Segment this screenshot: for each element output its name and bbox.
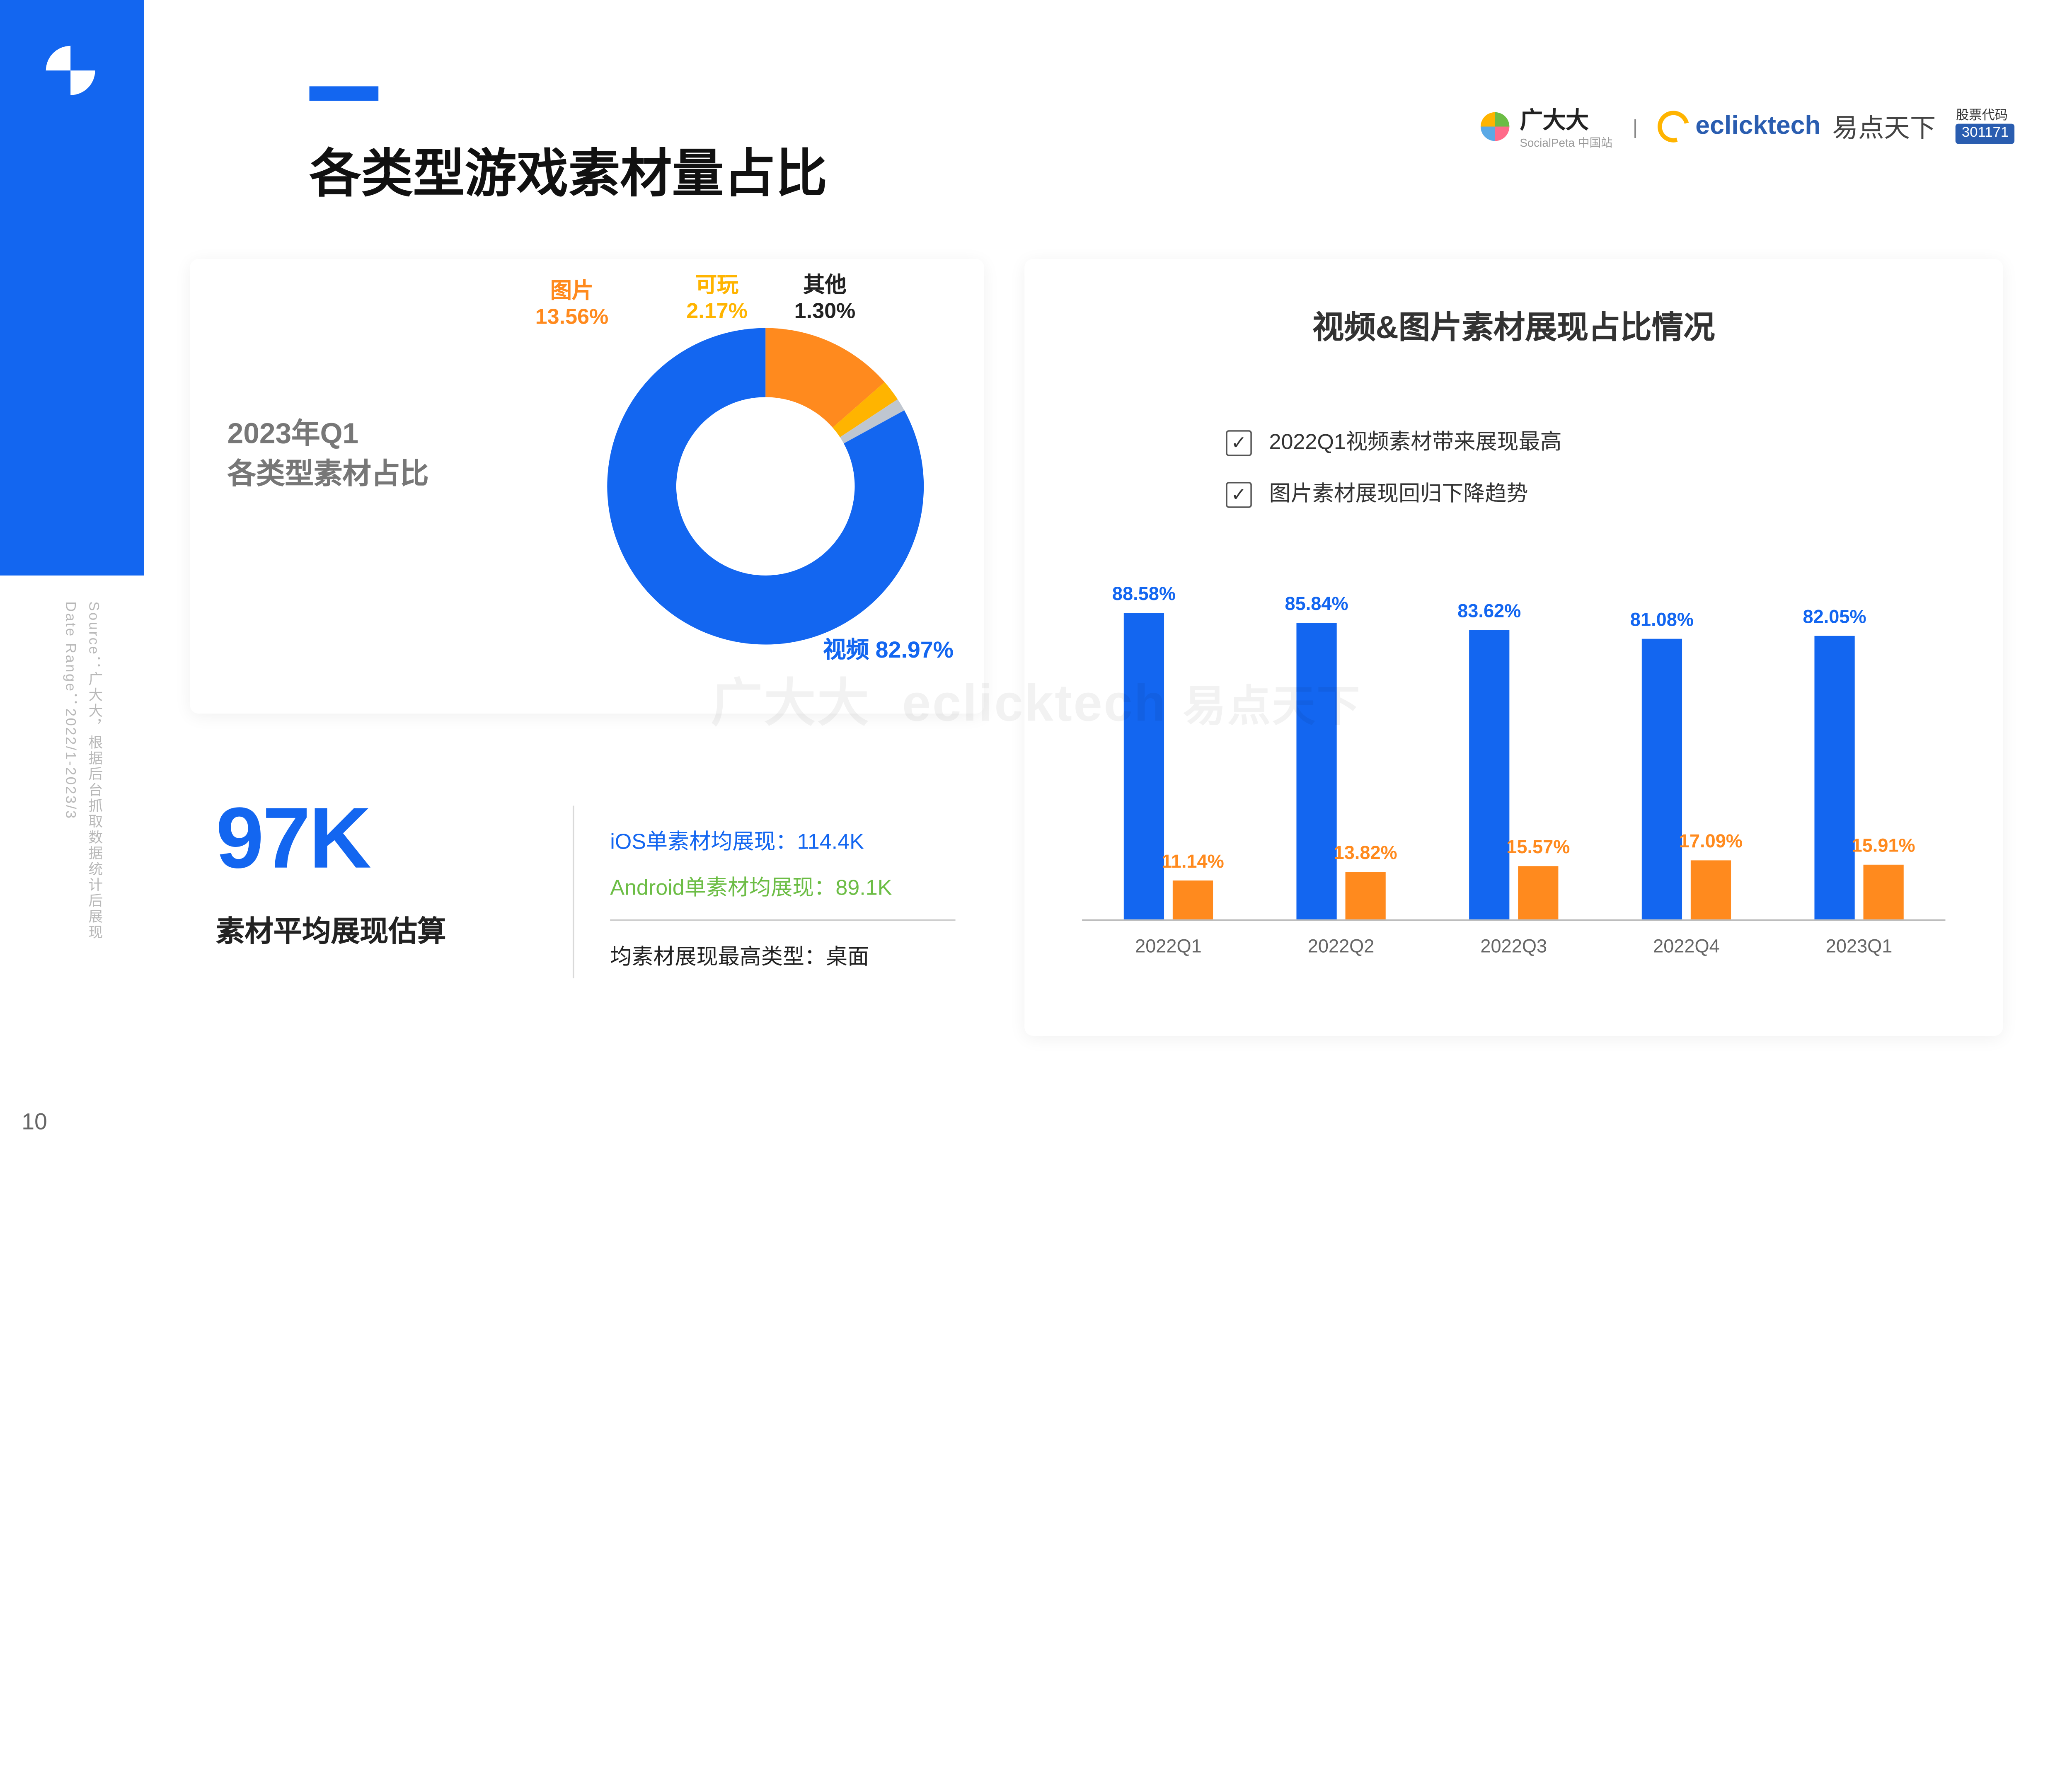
donut-card: 2023年Q1 各类型素材占比 图片13.56% 可玩2.17% 其他1.30%… (190, 259, 984, 714)
bar-group: 88.58%11.14% (1104, 614, 1233, 919)
bar-group: 83.62%15.57% (1449, 631, 1579, 919)
bar-group: 82.05%15.91% (1794, 636, 1924, 919)
bar-title: 视频&图片素材展现占比情况 (1024, 302, 2003, 348)
bullet-row: ✓ 图片素材展现回归下降趋势 (1226, 469, 1561, 521)
source-footnote: Source：广大大，根据后台抓取数据统计后展现 Date Range：2022… (58, 601, 104, 940)
bar-image: 15.91% (1864, 864, 1904, 919)
eclick-c-icon (1652, 104, 1695, 148)
stat-android: Android单素材均展现：89.1K (610, 866, 955, 911)
bar-video: 83.62% (1469, 631, 1509, 919)
page-title: 各类型游戏素材量占比 (310, 132, 828, 207)
brand-eclick-logo: eclicktech 易点天下 (1658, 107, 1936, 145)
bar-card: 视频&图片素材展现占比情况 ✓ 2022Q1视频素材带来展现最高 ✓ 图片素材展… (1024, 259, 2003, 1036)
gdd-icon (1479, 110, 1511, 142)
bar-video: 85.84% (1296, 623, 1336, 919)
stat-lines: iOS单素材均展现：114.4K Android单素材均展现：89.1K 均素材… (610, 820, 955, 980)
check-icon: ✓ (1226, 482, 1252, 508)
bar-video: 88.58% (1124, 614, 1164, 919)
donut-subtitle: 2023年Q1 各类型素材占比 (228, 414, 429, 495)
bar-video: 81.08% (1642, 639, 1682, 919)
bar-image: 13.82% (1346, 872, 1386, 919)
bar-video: 82.05% (1814, 636, 1854, 919)
page-number: 10 (22, 1111, 47, 1137)
bar-group: 81.08%17.09% (1622, 639, 1751, 919)
bar-chart: 88.58%11.14% 85.84%13.82% 83.62%15.57% 81.0… (1082, 576, 1945, 978)
stat-caption: 素材平均展现估算 (216, 908, 446, 950)
bar-image: 17.09% (1691, 860, 1731, 919)
donut-chart (593, 285, 967, 702)
bullet-row: ✓ 2022Q1视频素材带来展现最高 (1226, 417, 1561, 469)
bar-xaxis-label: 2022Q3 (1449, 935, 1579, 957)
bar-xaxis-label: 2022Q2 (1276, 935, 1406, 957)
bar-xaxis-label: 2022Q1 (1104, 935, 1233, 957)
stat-divider (573, 806, 574, 978)
bar-xaxis-label: 2023Q1 (1794, 935, 1924, 957)
stat-ios: iOS单素材均展现：114.4K (610, 820, 955, 865)
title-accent-bar (310, 86, 379, 101)
bar-group: 85.84%13.82% (1276, 623, 1406, 919)
stock-code: 股票代码 301171 (1956, 108, 2014, 144)
brand-row: 广大大 SocialPeta 中国站 | eclicktech 易点天下 股票代… (1479, 101, 2014, 151)
check-icon: ✓ (1226, 430, 1252, 456)
bar-image: 15.57% (1518, 866, 1558, 919)
brand-gdd-logo: 广大大 SocialPeta 中国站 (1479, 101, 1612, 151)
bar-bullets: ✓ 2022Q1视频素材带来展现最高 ✓ 图片素材展现回归下降趋势 (1226, 417, 1561, 521)
brand-logo-icon (43, 43, 98, 98)
bar-xaxis-label: 2022Q4 (1622, 935, 1751, 957)
stat-top-type: 均素材展现最高类型：桌面 (610, 919, 955, 981)
bar-image: 11.14% (1173, 881, 1213, 919)
stat-big-number: 97K (216, 789, 446, 888)
stat-block: 97K 素材平均展现估算 (216, 789, 446, 950)
